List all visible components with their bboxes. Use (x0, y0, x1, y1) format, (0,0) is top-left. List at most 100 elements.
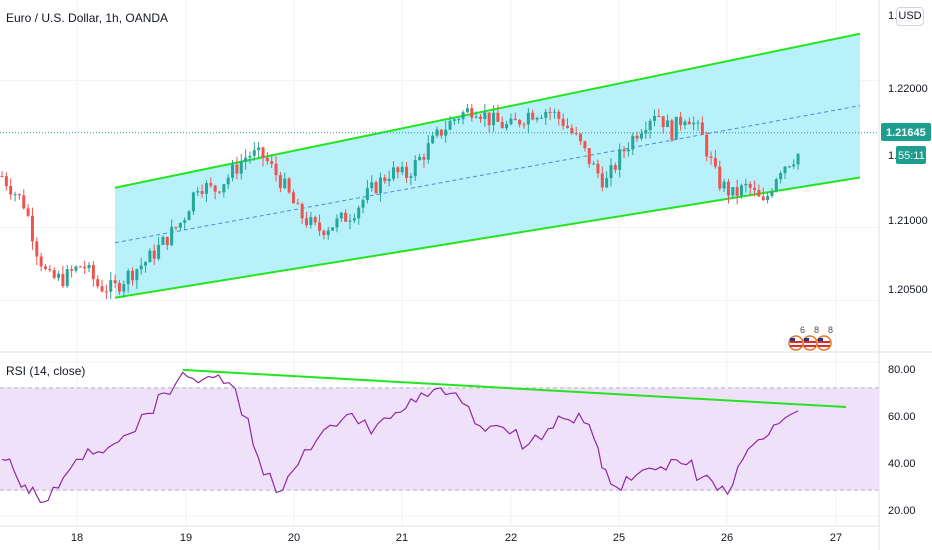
candle-body (291, 192, 295, 204)
time-tick-20: 20 (288, 532, 300, 544)
candle-body (574, 132, 578, 134)
candle-body (161, 236, 165, 245)
candle-body (761, 196, 765, 201)
candle-body (548, 111, 552, 113)
candle-body (148, 250, 152, 263)
price-axis-tick-top: 1. (888, 10, 897, 22)
candle-body (200, 191, 204, 194)
candle-body (526, 112, 530, 125)
candle-body (513, 118, 517, 121)
candle-body (213, 185, 217, 192)
candle-body (313, 217, 317, 223)
price-axis-tick-3: 1.20500 (888, 284, 928, 296)
candle-body (474, 116, 478, 118)
candle-body (231, 164, 235, 178)
candle-body (22, 195, 26, 209)
candle-body (65, 269, 69, 287)
candle-body (666, 120, 670, 128)
candle-body (13, 194, 17, 196)
candle-body (613, 165, 617, 170)
countdown-prefix: 1. (888, 150, 897, 162)
us-flag-icon[interactable]: 8 (816, 325, 833, 351)
rsi-series (0, 368, 879, 504)
candle-body (487, 112, 491, 126)
price-channel[interactable] (0, 32, 879, 299)
candle-body (187, 211, 191, 221)
candle-body (152, 250, 156, 259)
candle-body (278, 175, 282, 189)
candle-body (91, 264, 95, 280)
candle-body (218, 191, 221, 193)
candle-body (405, 166, 409, 178)
event-count: 8 (828, 325, 833, 335)
candle-body (257, 147, 261, 151)
candle-body (500, 121, 504, 129)
candle-body (496, 112, 500, 122)
currency-button[interactable]: USD (896, 7, 924, 26)
candle-body (722, 181, 726, 189)
candle-body (283, 178, 287, 189)
candle-body (61, 273, 65, 287)
candle-body (692, 122, 696, 125)
candle-body (370, 182, 374, 189)
candle-body (335, 218, 339, 228)
time-tick-21: 21 (396, 532, 408, 544)
candle-body (387, 178, 391, 182)
candle-body (670, 120, 674, 140)
candle-body (518, 120, 522, 125)
candle-body (531, 112, 535, 120)
candle-body (409, 176, 413, 178)
candle-body (605, 178, 609, 188)
candle-body (117, 283, 121, 292)
candle-body (439, 129, 443, 136)
candle-body (4, 176, 8, 187)
candle-body (592, 163, 596, 165)
countdown-label (896, 146, 926, 164)
channel-fill (115, 33, 860, 298)
candle-body (600, 173, 604, 188)
candle-body (448, 120, 452, 130)
event-count: 6 (800, 325, 805, 335)
candle-body (296, 203, 300, 205)
us-flag-icon[interactable]: 8 (802, 325, 819, 351)
candle-body (644, 130, 648, 134)
candle-body (104, 291, 108, 293)
candle-body (426, 143, 430, 160)
candle-body (244, 157, 248, 162)
price-axis-tick-2: 1.21000 (888, 215, 928, 227)
candle-body (239, 161, 243, 174)
candle-body (740, 185, 743, 196)
rsi-axis-tick-60: 60.00 (888, 411, 916, 423)
candle-body (113, 280, 117, 284)
event-count: 8 (814, 325, 819, 335)
candle-body (787, 166, 791, 168)
time-tick-18: 18 (71, 532, 83, 544)
candle-body (191, 192, 195, 212)
candle-body (309, 217, 313, 226)
candle-body (444, 129, 448, 136)
candle-body (561, 118, 565, 126)
channel-upper-line (114, 32, 861, 189)
candle-body (766, 195, 770, 201)
economic-events[interactable]: 6 8 8 (788, 325, 833, 351)
rsi-title[interactable]: RSI (14, close) (6, 364, 85, 378)
candle-body (30, 215, 34, 242)
candle-body (361, 200, 365, 208)
candle-body (39, 256, 43, 267)
us-flag-icon[interactable]: 6 (788, 325, 805, 351)
candlestick-series (0, 103, 800, 300)
candle-body (226, 177, 230, 185)
candle-body (470, 108, 474, 118)
candle-body (348, 220, 352, 222)
rsi-axis-tick-80: 80.00 (888, 364, 916, 376)
candle-body (174, 226, 178, 228)
candle-body (248, 155, 252, 158)
candle-body (696, 122, 700, 124)
candle-body (165, 236, 169, 246)
candle-body (305, 218, 308, 226)
symbol-title[interactable]: Euro / U.S. Dollar, 1h, OANDA (6, 11, 168, 25)
candle-body (731, 187, 735, 196)
candle-body (596, 163, 600, 174)
candle-body (735, 187, 739, 196)
